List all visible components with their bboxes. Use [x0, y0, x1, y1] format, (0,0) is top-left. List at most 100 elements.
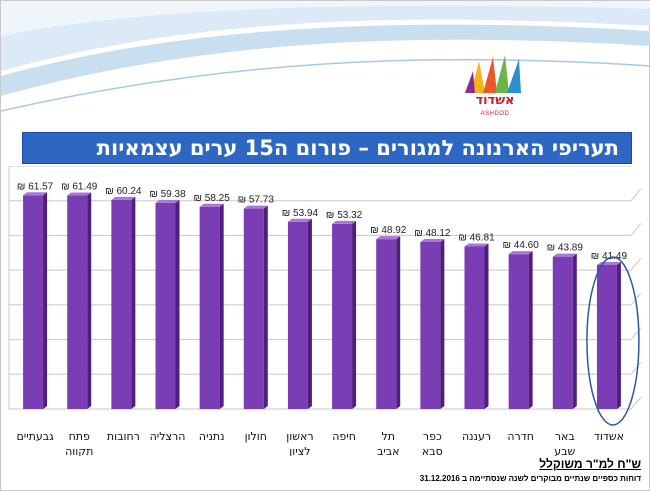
bar-8 — [376, 236, 401, 409]
category-label: רחובות — [107, 430, 140, 443]
bar-chart: ₪ 61.57 ₪ 61.49 ₪ 60.24 ₪ 59.38 ₪ 58.25 ₪ 57.… — [8, 166, 642, 456]
bar-0 — [23, 192, 48, 409]
bar-3 — [155, 199, 180, 409]
bar-top — [111, 196, 136, 200]
bar-front — [332, 223, 353, 409]
bar-side — [616, 261, 621, 409]
category-label: פתח תקווה — [65, 430, 93, 456]
bar-top — [376, 236, 401, 240]
highlight-ellipse — [586, 256, 640, 426]
bar-front — [508, 254, 529, 409]
bar-top — [243, 205, 268, 209]
value-label: ₪ 60.24 — [105, 186, 142, 197]
bar-front — [67, 195, 88, 409]
bar-top — [464, 243, 489, 247]
bar-side — [131, 196, 136, 409]
bar-top — [596, 261, 621, 265]
category-label: אשדוד — [594, 430, 624, 443]
bar-front — [23, 195, 44, 409]
value-label: ₪ 48.12 — [414, 228, 451, 239]
bar-1 — [67, 192, 92, 409]
category-label: כפר סבא — [422, 430, 443, 456]
value-label: ₪ 48.92 — [370, 225, 407, 236]
bar-top — [199, 203, 224, 207]
gridline-depth — [630, 188, 642, 202]
category-label: תל אביב — [377, 430, 400, 456]
bar-13 — [596, 261, 621, 409]
bar-top — [23, 192, 48, 196]
bar-5 — [243, 205, 268, 409]
gridline-depth — [630, 361, 642, 375]
bar-side — [87, 192, 92, 409]
bar-side — [352, 220, 357, 409]
bar-front — [287, 221, 308, 409]
bar-12 — [552, 253, 577, 409]
value-label: ₪ 41.49 — [591, 251, 628, 262]
bar-side — [484, 243, 489, 409]
bar-side — [307, 218, 312, 409]
logo-text-hebrew: אשדוד — [475, 93, 515, 108]
logo-sails-icon — [465, 55, 521, 93]
bar-top — [420, 238, 445, 242]
bar-top — [155, 199, 180, 203]
category-label: נתניה — [199, 430, 225, 443]
bar-side — [219, 203, 224, 409]
bar-front — [111, 199, 132, 409]
bar-top — [552, 253, 577, 257]
bar-side — [263, 205, 268, 409]
header-waves — [1, 1, 650, 112]
bar-front — [464, 246, 485, 409]
category-label: חיפה — [332, 430, 356, 443]
bar-4 — [199, 203, 224, 409]
bar-front — [243, 208, 264, 409]
category-label: רעננה — [462, 430, 491, 443]
value-label: ₪ 59.38 — [149, 189, 186, 200]
bar-side — [528, 251, 533, 409]
bar-7 — [332, 220, 357, 409]
gridline-depth — [630, 257, 642, 271]
chart-title: תעריפי הארנונה למגורים – פורום ה15 ערים … — [22, 132, 632, 164]
category-label: גבעתיים — [16, 430, 54, 443]
category-label: חדרה — [507, 430, 534, 443]
value-label: ₪ 43.89 — [547, 243, 584, 254]
bar-top — [332, 220, 357, 224]
gridline-depth — [630, 223, 642, 236]
ashdod-logo: אשדוד ASHDOD — [459, 53, 531, 121]
bar-top — [287, 218, 312, 222]
value-label: ₪ 58.25 — [193, 193, 230, 204]
footer-units-title: ש"ח למ"ר משוקלל — [539, 457, 641, 471]
bar-side — [572, 253, 577, 409]
bar-front — [199, 206, 220, 409]
bar-side — [396, 236, 401, 409]
gridline-depth — [630, 396, 642, 410]
bar-front — [155, 202, 176, 409]
bar-top — [67, 192, 92, 196]
value-label: ₪ 61.49 — [61, 182, 98, 193]
bar-6 — [287, 218, 312, 409]
value-label: ₪ 53.94 — [282, 208, 319, 219]
value-label: ₪ 53.32 — [326, 210, 363, 221]
bar-side — [440, 238, 445, 409]
category-label: ראשון לציון — [286, 430, 313, 456]
bar-11 — [508, 251, 533, 409]
bar-side — [175, 199, 180, 409]
value-label: ₪ 57.73 — [238, 195, 275, 206]
logo-text-english: ASHDOD — [480, 111, 510, 117]
category-label: חולון — [245, 430, 267, 443]
bar-top — [508, 251, 533, 255]
bar-front — [596, 264, 617, 409]
value-label: ₪ 61.57 — [17, 181, 54, 192]
bar-10 — [464, 243, 489, 409]
bar-front — [552, 256, 573, 409]
category-label: באר שבע — [554, 430, 575, 456]
bar-front — [376, 239, 397, 409]
footer-source-note: דוחות כספיים שנתיים מבוקרים לשנה שנסתיימ… — [419, 474, 641, 483]
bar-2 — [111, 196, 136, 409]
bar-front — [420, 241, 441, 409]
value-label: ₪ 46.81 — [458, 233, 495, 244]
category-label: הרצליה — [150, 430, 186, 443]
bar-9 — [420, 238, 445, 409]
value-label: ₪ 44.60 — [502, 240, 539, 251]
bar-side — [43, 192, 48, 409]
